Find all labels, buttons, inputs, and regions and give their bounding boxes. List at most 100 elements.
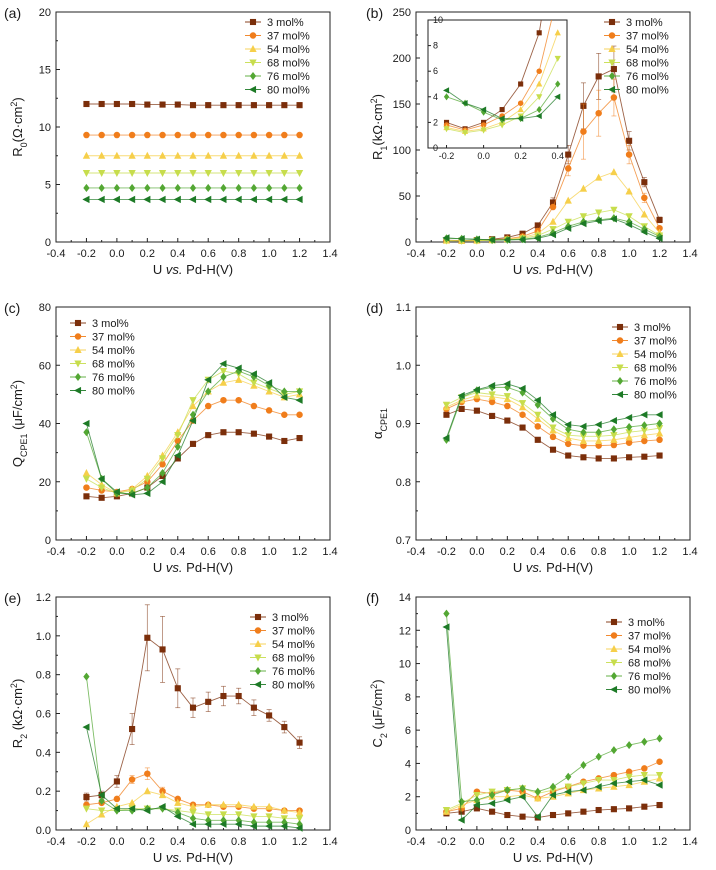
series-80mol [442, 380, 663, 442]
legend-marker [249, 32, 257, 39]
legend-marker [249, 59, 257, 67]
data-point [265, 813, 273, 821]
legend-label: 37 mol% [92, 332, 135, 344]
legend-marker [73, 386, 82, 395]
data-point [503, 796, 511, 804]
data-point [594, 421, 602, 429]
data-point [128, 151, 136, 159]
x-tick-label: 0.6 [561, 836, 576, 848]
data-point [472, 801, 480, 809]
x-tick-label: 0.8 [591, 546, 606, 558]
data-point [610, 206, 618, 214]
data-point [189, 704, 197, 711]
data-point [519, 813, 526, 820]
inset-series-group [443, 20, 561, 137]
data-point [656, 801, 663, 809]
x-axis-title-part: U [513, 560, 526, 575]
data-point [296, 131, 303, 139]
legend-label: 37 mol% [628, 631, 671, 643]
panel-label: (a) [4, 5, 21, 21]
x-axis-title-part: Pd-H(V) [543, 262, 594, 277]
data-point [144, 634, 151, 641]
data-point [82, 169, 91, 178]
data-point [250, 813, 258, 821]
data-point [548, 411, 557, 419]
x-tick-label: 1.4 [322, 546, 337, 558]
y-tick-label: 0.7 [396, 535, 411, 547]
data-point [174, 151, 182, 159]
data-point [144, 483, 151, 492]
series-80mol [442, 215, 663, 244]
data-point [219, 811, 228, 819]
data-point [655, 429, 664, 437]
legend-marker [607, 85, 616, 94]
y-tick-label: 0.2 [36, 786, 51, 798]
data-point [296, 739, 303, 746]
x-tick-label: -0.4 [47, 836, 66, 848]
panel-label: (c) [4, 300, 20, 316]
inset-data-point [536, 80, 543, 87]
y-axis-title-main: α [370, 431, 385, 439]
data-point [295, 151, 304, 159]
inset-data-point [461, 130, 469, 137]
legend-label: 3 mol% [92, 318, 129, 330]
data-point [204, 169, 212, 178]
data-point [220, 429, 227, 436]
data-point [82, 469, 91, 477]
x-tick-label: 0.2 [500, 836, 515, 848]
data-point [610, 782, 618, 790]
data-point [610, 455, 617, 462]
series-76mol [443, 609, 663, 806]
legend-label: 3 mol% [272, 612, 309, 624]
legend-marker [610, 671, 618, 681]
y-axis-title-main: C [370, 738, 385, 747]
data-point [595, 455, 602, 462]
data-point [266, 102, 273, 109]
legend-marker [615, 390, 624, 399]
data-point [250, 151, 258, 159]
y-axis-title-main: R [370, 151, 385, 160]
x-tick-label: 0.8 [591, 836, 606, 848]
legend-marker [254, 627, 262, 634]
data-point [143, 489, 151, 498]
panel-a: -0.4 -0.2 0.0 0.2 0.4 0.6 0.8 1.0 1.2 1.405101520… [4, 5, 338, 277]
data-point [174, 101, 181, 108]
x-tick-label: 1.4 [682, 836, 697, 848]
data-point [83, 672, 90, 681]
series-3mol [83, 604, 303, 802]
data-point [457, 391, 465, 400]
data-point [564, 783, 572, 791]
data-point [128, 131, 136, 139]
data-point [159, 183, 166, 192]
data-point [250, 183, 258, 192]
data-point [188, 195, 197, 204]
data-point [640, 776, 648, 784]
data-point [518, 400, 527, 408]
x-tick-label: 1.2 [652, 836, 667, 848]
x-tick-label: 0.8 [231, 248, 246, 260]
legend-label: 68 mol% [272, 653, 315, 665]
data-point [113, 151, 121, 159]
data-point [235, 429, 242, 436]
x-tick-label: 0.4 [530, 546, 545, 558]
data-point [549, 811, 557, 819]
data-point [442, 434, 450, 442]
data-point [250, 704, 257, 711]
data-point [204, 811, 212, 819]
legend-label: 54 mol% [628, 644, 671, 656]
x-tick-label: 0.2 [140, 836, 155, 848]
series-80mol [82, 723, 303, 832]
data-point [128, 183, 136, 192]
data-point [625, 439, 633, 446]
data-point [625, 187, 633, 195]
x-axis-title-part: vs. [526, 262, 543, 277]
data-point [281, 437, 288, 445]
data-point [265, 822, 273, 830]
data-point [188, 416, 197, 425]
x-tick-label: -0.4 [47, 248, 66, 260]
data-point [519, 424, 526, 431]
inset-x-tick-label: 0.0 [477, 151, 490, 161]
legend-label: 37 mol% [272, 626, 315, 638]
y-axis-title: αCPE1 [370, 408, 389, 439]
data-point [640, 411, 648, 419]
